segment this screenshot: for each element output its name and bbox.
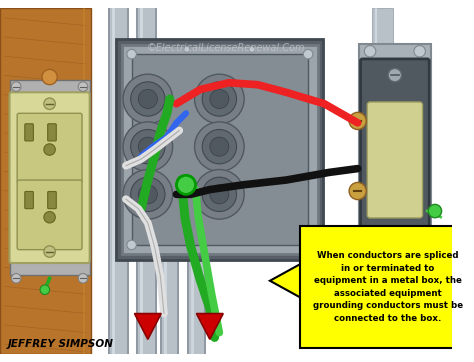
Circle shape — [44, 144, 55, 155]
FancyBboxPatch shape — [17, 113, 82, 183]
Bar — [162, 218, 177, 362]
FancyBboxPatch shape — [17, 180, 82, 250]
Circle shape — [123, 122, 173, 172]
Circle shape — [127, 49, 137, 59]
Circle shape — [414, 46, 425, 57]
Circle shape — [428, 205, 442, 218]
FancyBboxPatch shape — [25, 124, 33, 141]
Bar — [109, 8, 127, 354]
Circle shape — [176, 175, 196, 194]
Circle shape — [131, 130, 165, 164]
Circle shape — [131, 82, 165, 116]
Text: ©ElectricalLicenseRenewal.Com: ©ElectricalLicenseRenewal.Com — [147, 43, 305, 54]
Circle shape — [138, 185, 157, 204]
Circle shape — [194, 169, 244, 219]
Circle shape — [349, 112, 366, 130]
FancyBboxPatch shape — [48, 124, 56, 141]
Circle shape — [202, 82, 237, 116]
Circle shape — [388, 240, 401, 253]
Circle shape — [44, 246, 55, 257]
Circle shape — [365, 274, 376, 286]
Circle shape — [202, 130, 237, 164]
FancyBboxPatch shape — [25, 191, 33, 209]
Circle shape — [349, 182, 366, 199]
Circle shape — [194, 74, 244, 124]
Circle shape — [78, 274, 88, 283]
Circle shape — [123, 169, 173, 219]
Circle shape — [249, 46, 255, 52]
Bar — [132, 54, 308, 245]
Circle shape — [78, 82, 88, 91]
Text: JEFFREY SIMPSON: JEFFREY SIMPSON — [8, 339, 113, 349]
Polygon shape — [135, 313, 161, 339]
Text: When conductors are spliced
in or terminated to
equipment in a metal box, the
as: When conductors are spliced in or termin… — [313, 251, 463, 323]
Circle shape — [11, 274, 21, 283]
Polygon shape — [270, 260, 308, 302]
Bar — [372, 8, 393, 256]
Bar — [138, 8, 155, 354]
Circle shape — [44, 98, 55, 109]
Circle shape — [388, 68, 401, 82]
Circle shape — [303, 49, 313, 59]
Circle shape — [123, 74, 173, 124]
Circle shape — [210, 137, 229, 156]
Bar — [9, 80, 90, 275]
FancyBboxPatch shape — [48, 191, 56, 209]
FancyBboxPatch shape — [361, 59, 429, 263]
Circle shape — [210, 185, 229, 204]
Circle shape — [44, 211, 55, 223]
Circle shape — [131, 177, 165, 211]
FancyBboxPatch shape — [367, 102, 422, 218]
Polygon shape — [197, 313, 223, 339]
Bar — [189, 218, 204, 362]
Circle shape — [414, 274, 425, 286]
Bar — [160, 218, 179, 362]
Bar — [137, 8, 157, 354]
Circle shape — [11, 82, 21, 91]
Circle shape — [138, 89, 157, 109]
Circle shape — [365, 46, 376, 57]
Circle shape — [127, 240, 137, 250]
Circle shape — [303, 240, 313, 250]
Circle shape — [210, 89, 229, 109]
FancyBboxPatch shape — [301, 226, 474, 348]
Bar — [359, 44, 431, 278]
Circle shape — [202, 177, 237, 211]
Bar — [108, 8, 129, 354]
Circle shape — [194, 122, 244, 172]
FancyBboxPatch shape — [9, 92, 90, 263]
Circle shape — [184, 46, 190, 52]
Bar — [0, 8, 91, 354]
Bar — [122, 45, 318, 254]
Circle shape — [42, 70, 57, 85]
Bar — [116, 39, 323, 260]
Circle shape — [138, 137, 157, 156]
Circle shape — [40, 285, 50, 295]
Bar — [187, 218, 206, 362]
